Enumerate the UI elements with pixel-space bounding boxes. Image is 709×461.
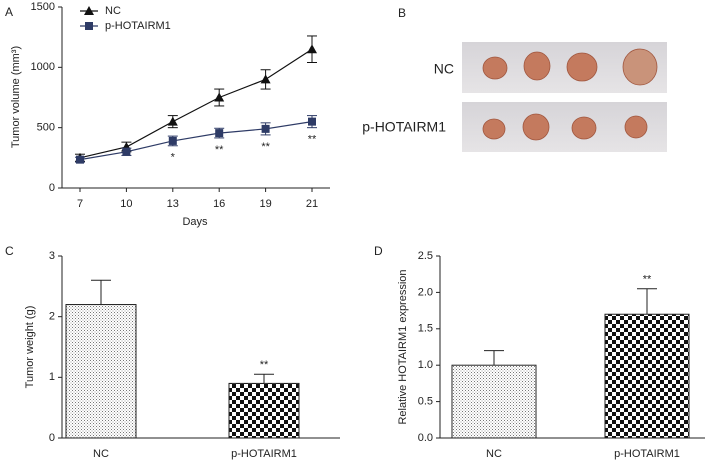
- panel-label: B: [398, 6, 406, 20]
- significance: **: [260, 359, 269, 371]
- y-tick-label: 2: [49, 311, 55, 323]
- y-tick-label: 1500: [31, 1, 55, 13]
- y-axis-label: Tumor volume (mm³): [10, 46, 22, 148]
- row-label: p-HOTAIRM1: [362, 119, 446, 135]
- x-tick-label: p-HOTAIRM1: [231, 448, 297, 460]
- y-tick-label: 0: [49, 182, 55, 194]
- y-tick-label: 0.0: [418, 432, 433, 444]
- bar: [451, 364, 537, 439]
- y-tick-label: 0: [49, 432, 55, 444]
- marker: [85, 22, 93, 30]
- marker: [215, 129, 224, 138]
- panel-label: A: [5, 5, 13, 19]
- x-tick-label: NC: [486, 448, 502, 460]
- y-axis-label: Relative HOTAIRM1 expression: [397, 269, 409, 424]
- bar: [228, 382, 300, 439]
- y-tick-label: 500: [37, 122, 55, 134]
- tumors: [482, 48, 658, 141]
- x-tick-label: p-HOTAIRM1: [614, 448, 680, 460]
- bar: [65, 304, 137, 439]
- marker: [167, 116, 178, 126]
- x-axis-label: Days: [182, 216, 208, 228]
- x-tick-label: 10: [120, 198, 132, 210]
- row-label: NC: [434, 61, 454, 77]
- marker: [76, 155, 84, 164]
- x-tick-label: 13: [167, 198, 179, 210]
- y-tick-label: 1000: [31, 61, 55, 73]
- legend-label: p-HOTAIRM1: [105, 20, 171, 32]
- marker: [307, 44, 317, 54]
- x-tick-label: NC: [93, 448, 109, 460]
- series-line: [79, 121, 313, 161]
- y-axis-label: Tumor weight (g): [24, 306, 36, 389]
- y-tick-label: 1: [49, 371, 55, 383]
- marker: [261, 124, 270, 133]
- marker: [214, 92, 225, 102]
- panel-label: C: [5, 244, 14, 258]
- marker: [122, 147, 131, 156]
- y-tick-label: 3: [49, 250, 55, 262]
- x-tick-label: 16: [213, 198, 225, 210]
- series-line: [79, 48, 313, 159]
- panel-b: B NC p-HOTAIRM1: [362, 6, 667, 152]
- x-tick-label: 7: [77, 198, 83, 210]
- significance: *: [171, 152, 176, 164]
- marker: [308, 117, 316, 126]
- legend-label: NC: [105, 5, 121, 17]
- x-tick-label: 21: [306, 198, 318, 210]
- y-tick-label: 2.5: [418, 250, 433, 262]
- y-tick-label: 0.5: [418, 396, 433, 408]
- panel-label: D: [374, 244, 383, 258]
- significance: **: [643, 274, 652, 286]
- significance: **: [261, 141, 270, 153]
- bar: [604, 313, 690, 439]
- x-tick-label: 19: [259, 198, 271, 210]
- y-tick-label: 1.0: [418, 359, 433, 371]
- y-tick-label: 1.5: [418, 323, 433, 335]
- significance: **: [308, 134, 317, 146]
- significance: **: [215, 144, 224, 156]
- marker: [260, 74, 271, 84]
- marker: [84, 6, 94, 15]
- marker: [168, 136, 177, 145]
- y-tick-label: 2.0: [418, 286, 433, 298]
